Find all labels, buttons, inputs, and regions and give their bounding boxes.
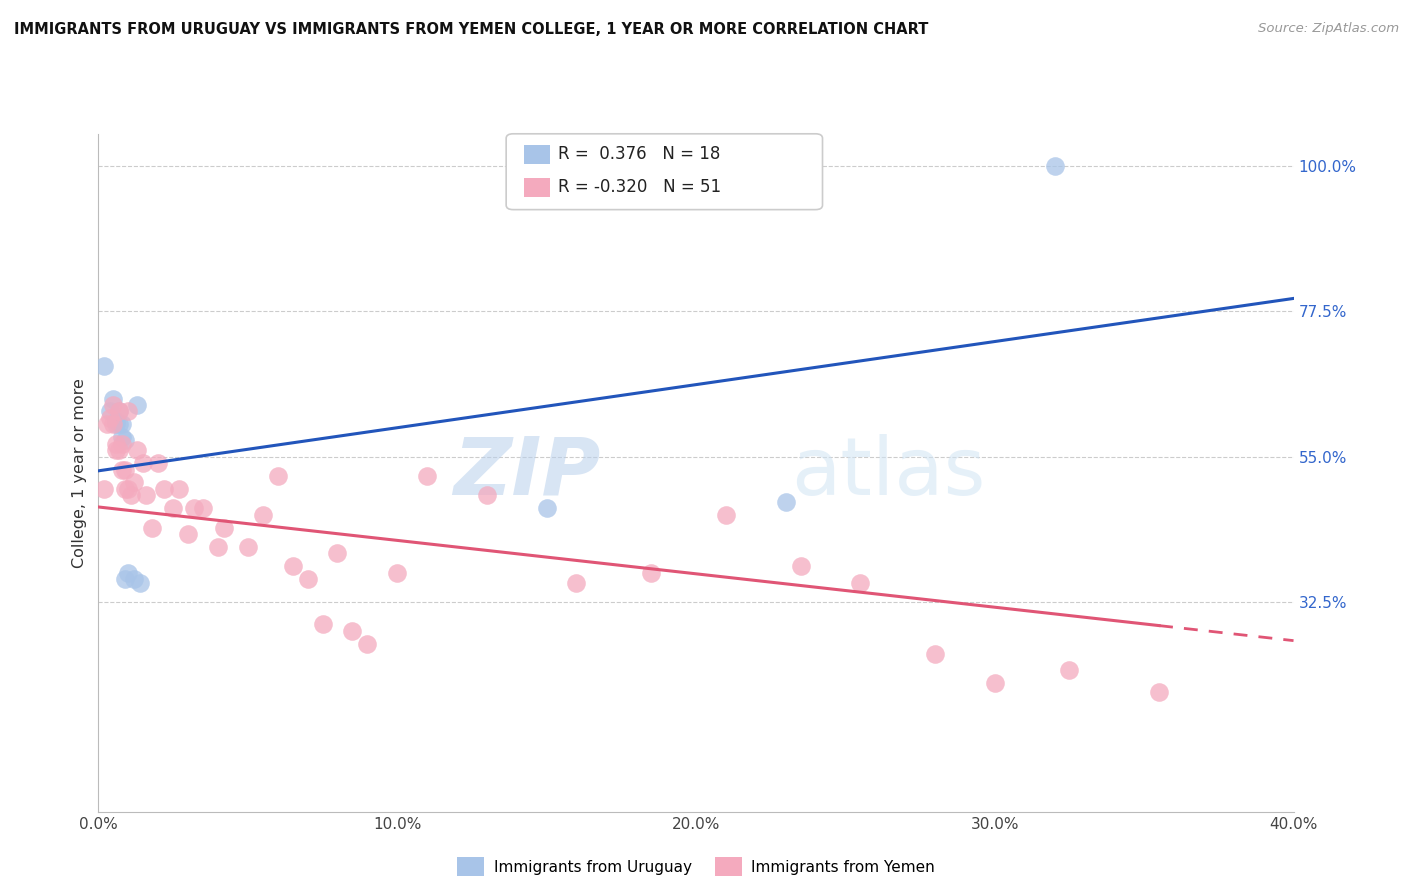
Point xyxy=(114,482,136,496)
Point xyxy=(114,572,136,586)
Point xyxy=(924,647,946,661)
Point xyxy=(111,430,134,444)
Text: ZIP: ZIP xyxy=(453,434,600,512)
Point xyxy=(252,508,274,522)
Point xyxy=(191,501,214,516)
Point xyxy=(356,637,378,651)
Point xyxy=(342,624,364,638)
Point xyxy=(129,575,152,590)
Point xyxy=(117,404,139,418)
Point xyxy=(148,456,170,470)
Point xyxy=(311,617,333,632)
Point xyxy=(984,675,1007,690)
Point xyxy=(267,469,290,483)
Point xyxy=(281,559,304,574)
Point xyxy=(212,521,235,535)
Point xyxy=(789,559,811,574)
Point xyxy=(108,404,131,418)
Point xyxy=(416,469,439,483)
Point xyxy=(120,488,142,502)
Point xyxy=(183,501,205,516)
Legend: Immigrants from Uruguay, Immigrants from Yemen: Immigrants from Uruguay, Immigrants from… xyxy=(451,851,941,882)
Point xyxy=(103,398,125,412)
Point xyxy=(117,566,139,580)
Point xyxy=(167,482,190,496)
Point xyxy=(177,527,200,541)
Point xyxy=(93,482,115,496)
Point xyxy=(124,475,146,490)
Point xyxy=(114,462,136,476)
Text: R = -0.320   N = 51: R = -0.320 N = 51 xyxy=(558,178,721,196)
Point xyxy=(714,508,737,522)
Point xyxy=(162,501,184,516)
Point xyxy=(117,482,139,496)
Point xyxy=(1043,159,1066,173)
Point xyxy=(111,436,134,450)
Point xyxy=(105,414,128,428)
Point xyxy=(236,540,259,554)
Point xyxy=(103,417,125,432)
Point xyxy=(105,417,128,432)
Text: IMMIGRANTS FROM URUGUAY VS IMMIGRANTS FROM YEMEN COLLEGE, 1 YEAR OR MORE CORRELA: IMMIGRANTS FROM URUGUAY VS IMMIGRANTS FR… xyxy=(14,22,928,37)
Point xyxy=(849,575,872,590)
Point xyxy=(105,443,128,458)
Point xyxy=(111,417,134,432)
Point xyxy=(207,540,229,554)
Point xyxy=(100,410,122,425)
Point xyxy=(124,572,146,586)
Point xyxy=(96,417,118,432)
Point xyxy=(100,404,122,418)
Point xyxy=(108,404,131,418)
Text: R =  0.376   N = 18: R = 0.376 N = 18 xyxy=(558,145,720,163)
Point xyxy=(536,501,558,516)
Point xyxy=(135,488,157,502)
Point xyxy=(475,488,498,502)
Point xyxy=(108,443,131,458)
Point xyxy=(111,462,134,476)
Point xyxy=(103,392,125,406)
Point xyxy=(775,495,797,509)
Point xyxy=(1147,685,1170,699)
Point xyxy=(127,398,149,412)
Point xyxy=(1059,663,1081,677)
Point xyxy=(326,546,349,560)
Point xyxy=(565,575,588,590)
Text: Source: ZipAtlas.com: Source: ZipAtlas.com xyxy=(1258,22,1399,36)
Point xyxy=(153,482,176,496)
Point xyxy=(93,359,115,374)
Point xyxy=(132,456,155,470)
Point xyxy=(297,572,319,586)
Point xyxy=(127,443,149,458)
Point xyxy=(105,436,128,450)
Point xyxy=(114,434,136,448)
Point xyxy=(141,521,163,535)
Y-axis label: College, 1 year or more: College, 1 year or more xyxy=(72,378,87,567)
Point xyxy=(640,566,662,580)
Point xyxy=(108,417,131,432)
Point xyxy=(385,566,409,580)
Text: atlas: atlas xyxy=(792,434,986,512)
